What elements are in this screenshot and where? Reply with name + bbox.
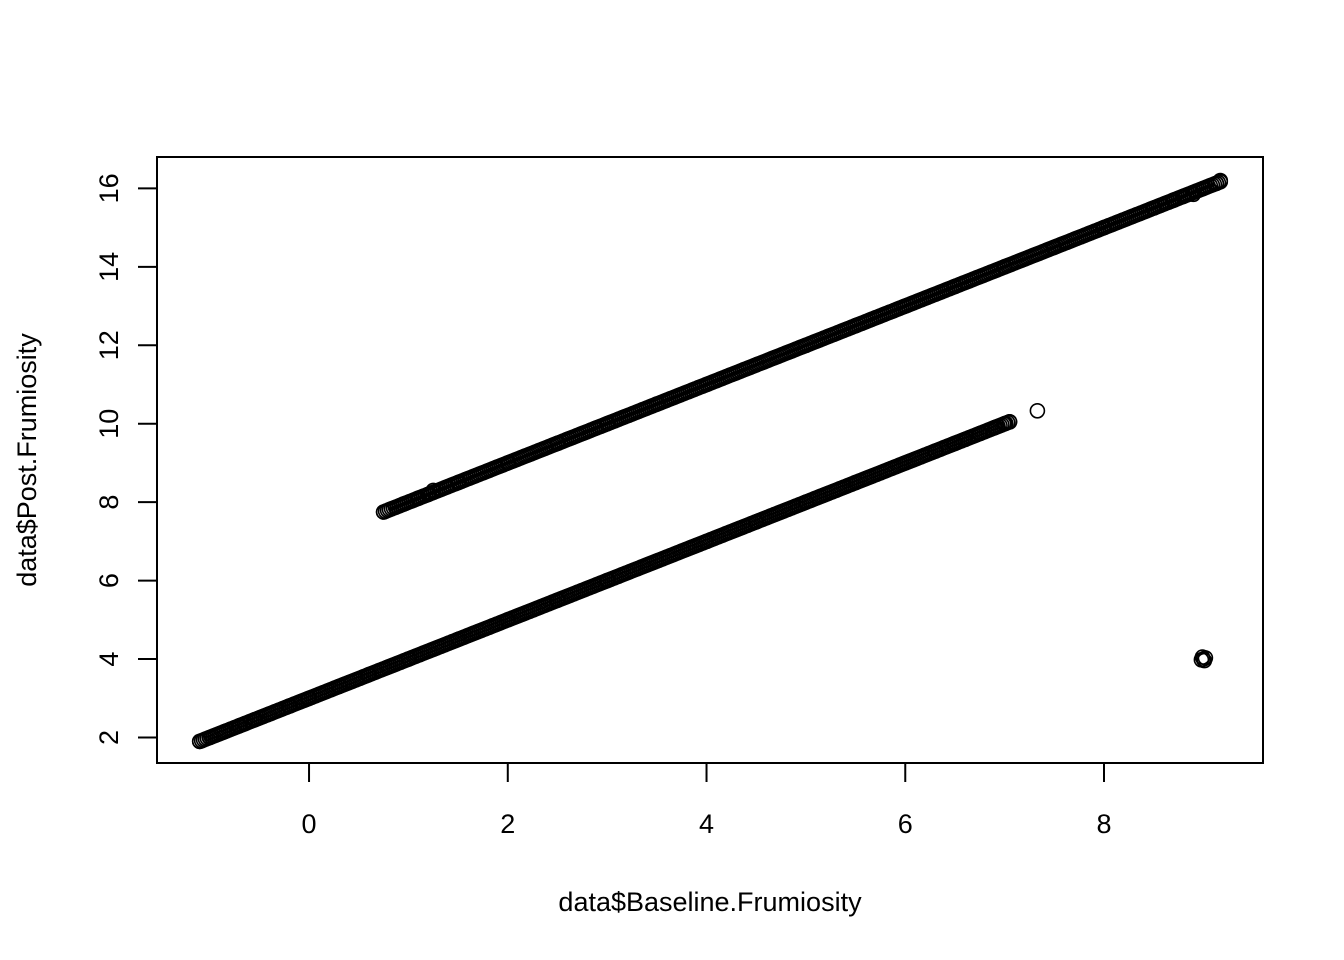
data-point [748,513,765,530]
point-band-2 [375,173,1229,520]
data-point [698,376,715,393]
x-axis-label: data$Baseline.Frumiosity [558,887,862,917]
data-point [395,496,412,512]
data-point [1196,652,1213,669]
data-point [1145,200,1162,216]
y-tick-label: 10 [94,409,124,439]
data-point [410,490,427,507]
y-axis: 2 4 6 8 10 12 14 16 [94,173,158,745]
y-axis-label: data$Post.Frumiosity [12,333,42,587]
data-point [425,482,442,499]
data-point [201,729,218,746]
x-axis: 0 2 4 6 8 [302,762,1112,839]
data-point [1208,175,1225,192]
data-point [648,396,665,412]
data-point [1096,219,1112,236]
data-point [360,666,377,683]
y-tick-label: 14 [94,252,124,282]
y-tick-label: 2 [94,730,124,745]
data-point [927,443,943,460]
x-tick-label: 6 [898,809,913,839]
data-point [420,486,437,503]
data-point [499,611,516,628]
data-point [897,298,914,314]
y-tick-label: 4 [94,652,124,667]
data-point [1212,172,1229,189]
data-point [971,425,988,442]
data-point [748,357,765,373]
data-point [1001,413,1018,430]
plot-frame [156,156,1264,764]
data-point [261,706,278,722]
data-point [947,278,963,295]
data-point [281,698,298,714]
data-point [599,572,616,589]
data-point [897,455,914,471]
data-point [847,317,864,334]
data-point [599,415,616,432]
data-point [648,553,665,569]
data-point [1194,649,1211,665]
data-point [1165,192,1182,208]
data-point [1029,402,1046,419]
x-tick-label: 2 [500,809,515,839]
data-point [375,504,392,520]
y-tick-label: 6 [94,573,124,588]
data-point [986,419,1003,436]
x-tick-label: 8 [1096,809,1111,839]
x-tick-label: 0 [302,809,317,839]
data-point [236,715,253,732]
points-layer [191,172,1229,750]
data-point [1175,188,1192,204]
data-point [1046,239,1063,255]
data-point [847,474,864,491]
x-tick-label: 4 [699,809,714,839]
data-point [798,494,814,511]
data-point [499,455,516,471]
data-point [450,474,466,491]
data-point [301,690,317,707]
data-point [330,678,347,695]
data-point [450,631,466,648]
data-point [549,592,566,609]
y-tick-label: 16 [94,173,124,203]
y-tick-label: 12 [94,330,124,360]
data-point [947,435,963,452]
data-point [246,712,263,728]
data-point [191,733,208,750]
data-point [400,651,417,667]
data-point [957,431,973,448]
data-point [996,258,1013,275]
data-point [216,723,233,740]
data-point [698,533,715,550]
y-tick-label: 8 [94,495,124,510]
data-point [798,337,814,354]
data-point [549,435,566,452]
